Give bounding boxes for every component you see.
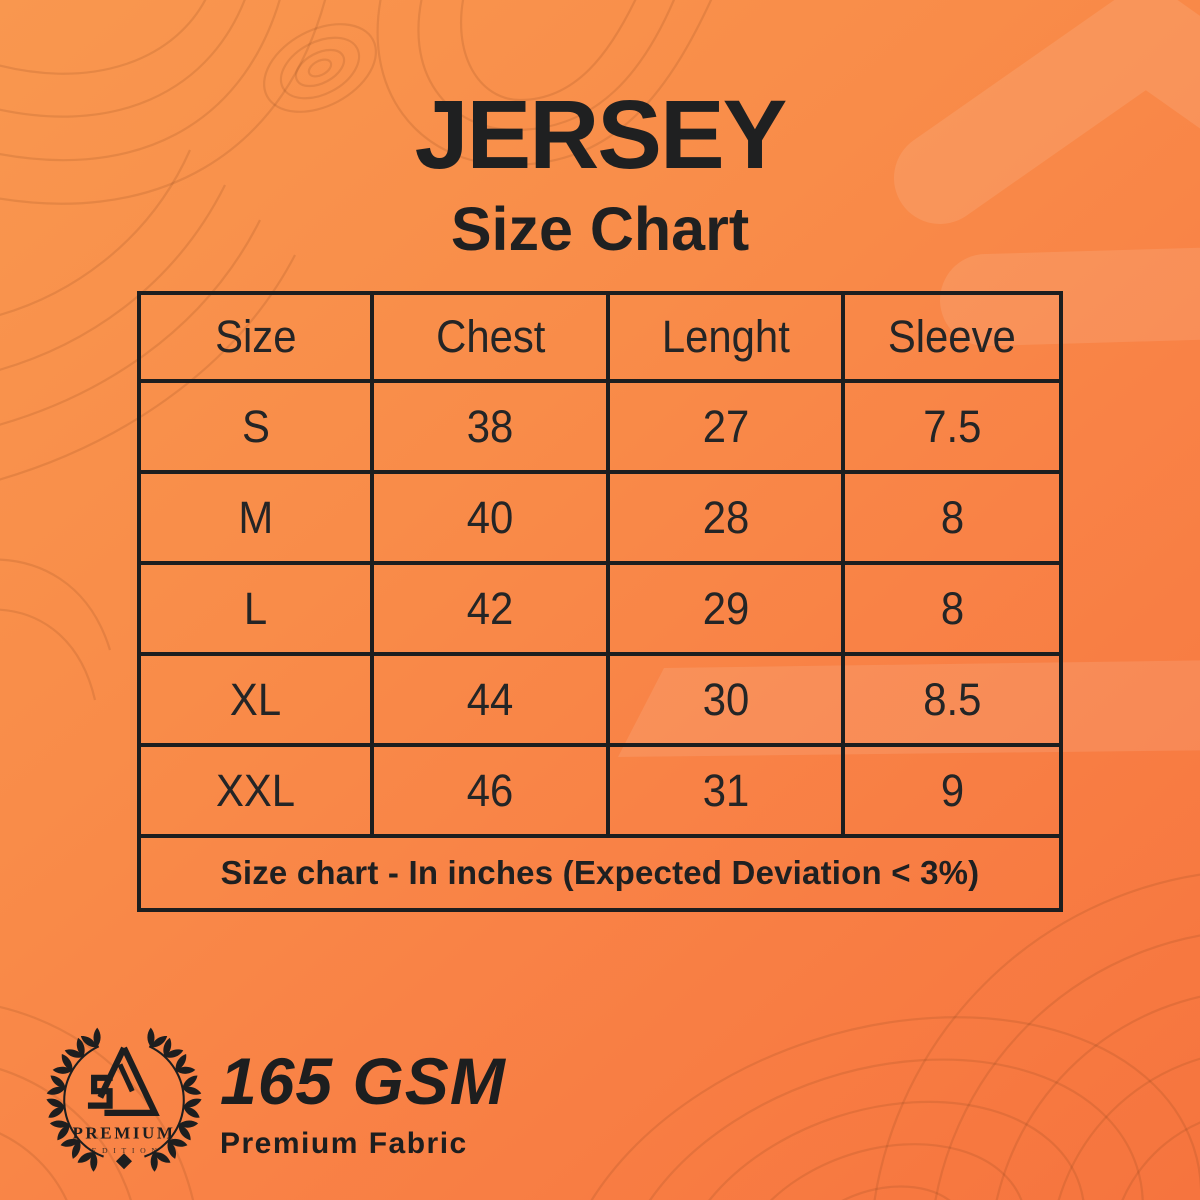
wreath-title: PREMIUM xyxy=(72,1124,175,1143)
brand-footer: PREMIUM EDITION 165 GSM Premium Fabric xyxy=(46,1016,506,1186)
cell-chest: 44 xyxy=(370,652,611,747)
cell-length: 28 xyxy=(606,470,846,565)
page-subtitle: Size Chart xyxy=(450,195,750,263)
gsm-heading: 165 GSM xyxy=(220,1044,506,1118)
as-monogram-icon xyxy=(87,1046,160,1116)
cell-size: XL xyxy=(136,652,375,747)
cell-size: S xyxy=(136,379,375,474)
cell-chest: 40 xyxy=(370,470,611,565)
header-row: Size Chest Lenght Sleeve xyxy=(136,291,1063,383)
wreath-subtitle: EDITION xyxy=(92,1146,163,1155)
cell-length: 27 xyxy=(606,379,846,474)
col-header-length: Lenght xyxy=(606,291,846,383)
fabric-spec: 165 GSM Premium Fabric xyxy=(220,1048,506,1161)
table-footnote: Size chart - In inches (Expected Deviati… xyxy=(137,834,1063,912)
table-row-m: M 40 28 8 xyxy=(136,470,1063,565)
table-row-s: S 38 27 7.5 xyxy=(136,379,1063,474)
footnote-row: Size chart - In inches (Expected Deviati… xyxy=(137,834,1063,912)
cell-sleeve: 8 xyxy=(841,561,1063,656)
page-title: JERSEY xyxy=(414,80,788,189)
cell-sleeve: 8.5 xyxy=(841,652,1063,747)
table-row-l: L 42 29 8 xyxy=(136,561,1063,656)
cell-size: L xyxy=(136,561,375,656)
cell-chest: 42 xyxy=(370,561,611,656)
cell-sleeve: 9 xyxy=(841,743,1063,838)
table-row-xxl: XXL 46 31 9 xyxy=(136,743,1063,838)
cell-sleeve: 8 xyxy=(841,470,1063,565)
cell-size: XXL xyxy=(136,743,375,838)
header: JERSEY Size Chart xyxy=(0,0,1200,260)
fabric-subheading: Premium Fabric xyxy=(220,1127,468,1160)
cell-length: 31 xyxy=(606,743,846,838)
col-header-chest: Chest xyxy=(370,291,611,383)
table-row-xl: XL 44 30 8.5 xyxy=(136,652,1063,747)
cell-size: M xyxy=(136,470,375,565)
cell-chest: 46 xyxy=(370,743,611,838)
col-header-size: Size xyxy=(136,291,375,383)
size-chart-table: Size Chest Lenght Sleeve S 38 27 7.5 M 4… xyxy=(136,291,1063,912)
cell-chest: 38 xyxy=(370,379,611,474)
cell-length: 29 xyxy=(606,561,846,656)
premium-edition-badge: PREMIUM EDITION xyxy=(46,1027,202,1172)
col-header-sleeve: Sleeve xyxy=(841,291,1063,383)
cell-sleeve: 7.5 xyxy=(841,379,1063,474)
cell-length: 30 xyxy=(606,652,846,747)
